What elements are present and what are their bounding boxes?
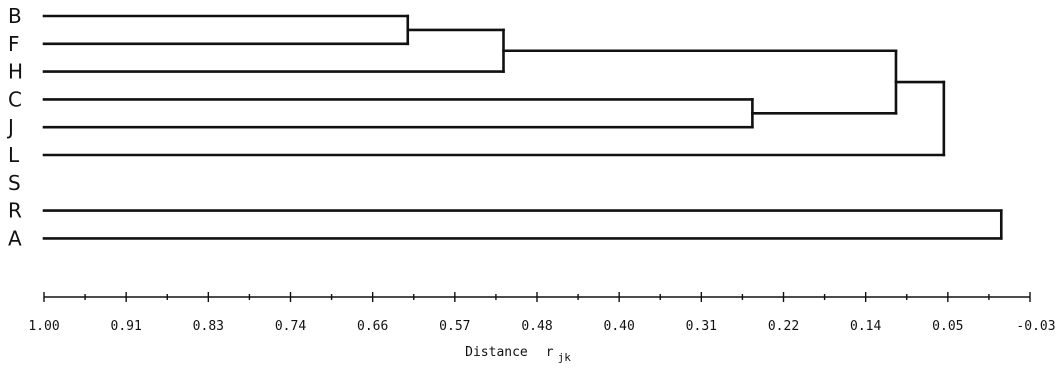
leaf-label-f: F xyxy=(8,32,20,56)
x-tick-label: 0.14 xyxy=(850,319,881,334)
x-axis-title: Distance r jk xyxy=(465,343,571,364)
leaf-label-r: R xyxy=(8,199,22,223)
leaf-label-b: B xyxy=(8,4,22,28)
x-axis: 1.00 0.91 0.83 0.74 0.66 0.57 0.48 0.40 0.31 0.22… xyxy=(28,292,1056,364)
leaf-label-h: H xyxy=(8,60,23,84)
x-tick-label: 0.91 xyxy=(111,319,142,334)
leaf-label-a: A xyxy=(8,226,22,250)
x-tick-label: 0.40 xyxy=(604,319,635,334)
x-axis-title-subscript: jk xyxy=(558,351,572,364)
leaf-label-l: L xyxy=(8,143,20,167)
x-axis-title-text: Distance xyxy=(465,345,528,360)
x-tick-label: 0.66 xyxy=(357,319,388,334)
x-tick-label: 0.74 xyxy=(275,319,306,334)
dendrogram-lines xyxy=(42,14,1003,240)
x-tick-label: 0.48 xyxy=(521,319,552,334)
leaf-label-s: S xyxy=(8,171,21,195)
leaf-label-j: J xyxy=(6,115,14,139)
x-axis-tick-labels: 1.00 0.91 0.83 0.74 0.66 0.57 0.48 0.40 0.31 0.22… xyxy=(28,319,1055,334)
x-tick-label: 0.05 xyxy=(932,319,963,334)
x-tick-label: 1.00 xyxy=(28,319,59,334)
x-tick-label: 0.22 xyxy=(768,319,799,334)
x-axis-ticks xyxy=(43,292,1031,302)
x-tick-label: 0.31 xyxy=(686,319,717,334)
leaf-label-c: C xyxy=(8,87,22,111)
x-axis-title-symbol: r xyxy=(546,345,554,360)
x-tick-label: 0.83 xyxy=(193,319,224,334)
x-tick-label: 0.57 xyxy=(439,319,470,334)
x-tick-label: -0.03 xyxy=(1016,319,1055,334)
